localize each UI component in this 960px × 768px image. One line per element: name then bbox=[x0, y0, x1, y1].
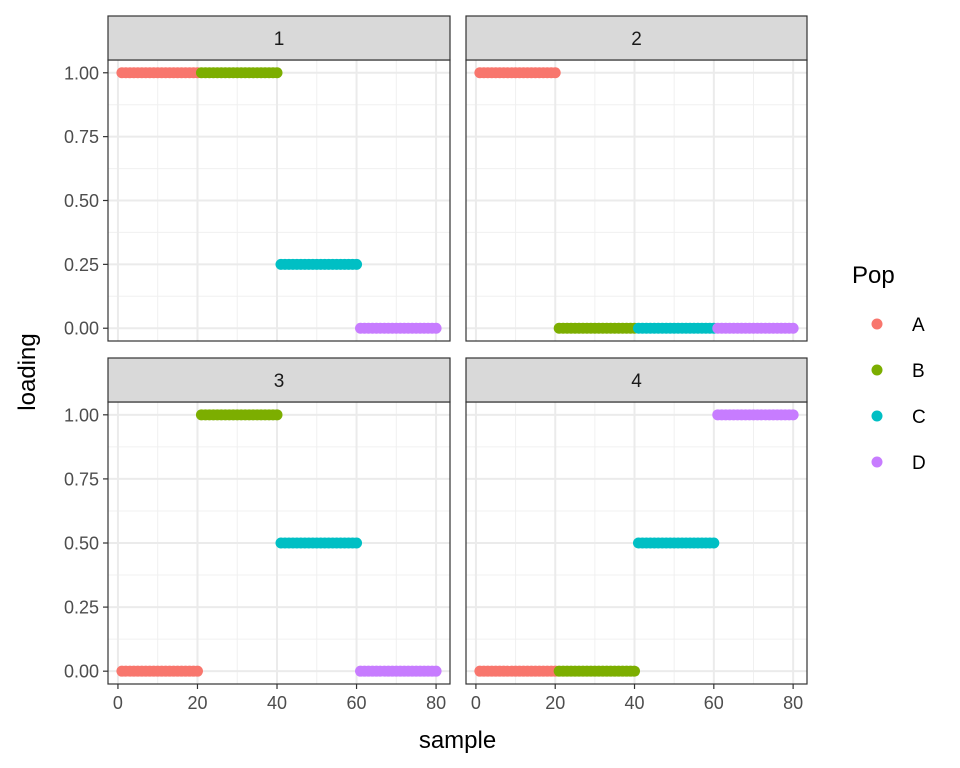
legend-title: Pop bbox=[852, 262, 895, 289]
x-tick-label: 80 bbox=[783, 693, 803, 713]
legend-label: A bbox=[912, 315, 925, 336]
legend-label: B bbox=[912, 361, 925, 382]
legend-key bbox=[871, 364, 883, 376]
facet-strip-label: 4 bbox=[631, 371, 642, 392]
y-tick-label: 0.25 bbox=[64, 255, 99, 275]
legend-key bbox=[871, 456, 883, 468]
data-point bbox=[787, 409, 799, 421]
data-point bbox=[271, 409, 283, 421]
y-tick-label: 0.00 bbox=[64, 319, 99, 339]
data-point bbox=[787, 322, 799, 334]
legend-key bbox=[871, 410, 883, 422]
x-tick-label: 20 bbox=[545, 693, 565, 713]
y-tick-label: 0.50 bbox=[64, 534, 99, 554]
facet-strip bbox=[465, 15, 808, 61]
data-point bbox=[430, 322, 442, 334]
y-tick-label: 0.00 bbox=[64, 662, 99, 682]
y-tick-label: 0.75 bbox=[64, 469, 99, 489]
facet-strip-label: 2 bbox=[631, 29, 642, 50]
facet-strip-label: 1 bbox=[274, 29, 285, 50]
facet-strip bbox=[107, 15, 451, 61]
y-tick-label: 1.00 bbox=[64, 405, 99, 425]
data-point bbox=[708, 537, 720, 549]
x-tick-label: 80 bbox=[426, 693, 446, 713]
data-point bbox=[351, 258, 363, 270]
data-point bbox=[271, 67, 283, 79]
x-tick-label: 20 bbox=[187, 693, 207, 713]
data-point bbox=[191, 665, 203, 677]
facet-strip bbox=[107, 357, 451, 403]
data-point bbox=[351, 537, 363, 549]
legend-key bbox=[871, 318, 883, 330]
facet-strip-label: 3 bbox=[274, 371, 285, 392]
facet-strip bbox=[465, 357, 808, 403]
x-tick-label: 60 bbox=[347, 693, 367, 713]
y-axis-title: loading bbox=[14, 333, 41, 410]
x-tick-label: 40 bbox=[625, 693, 645, 713]
x-tick-label: 40 bbox=[267, 693, 287, 713]
data-point bbox=[430, 665, 442, 677]
x-tick-label: 0 bbox=[471, 693, 481, 713]
x-tick-label: 60 bbox=[704, 693, 724, 713]
y-tick-label: 1.00 bbox=[64, 63, 99, 83]
y-tick-label: 0.50 bbox=[64, 191, 99, 211]
data-point bbox=[549, 67, 561, 79]
y-tick-label: 0.75 bbox=[64, 127, 99, 147]
legend-label: C bbox=[912, 407, 926, 428]
data-point bbox=[629, 665, 641, 677]
y-tick-label: 0.25 bbox=[64, 598, 99, 618]
legend-label: D bbox=[912, 453, 926, 474]
x-tick-label: 0 bbox=[113, 693, 123, 713]
x-axis-title: sample bbox=[419, 727, 496, 754]
